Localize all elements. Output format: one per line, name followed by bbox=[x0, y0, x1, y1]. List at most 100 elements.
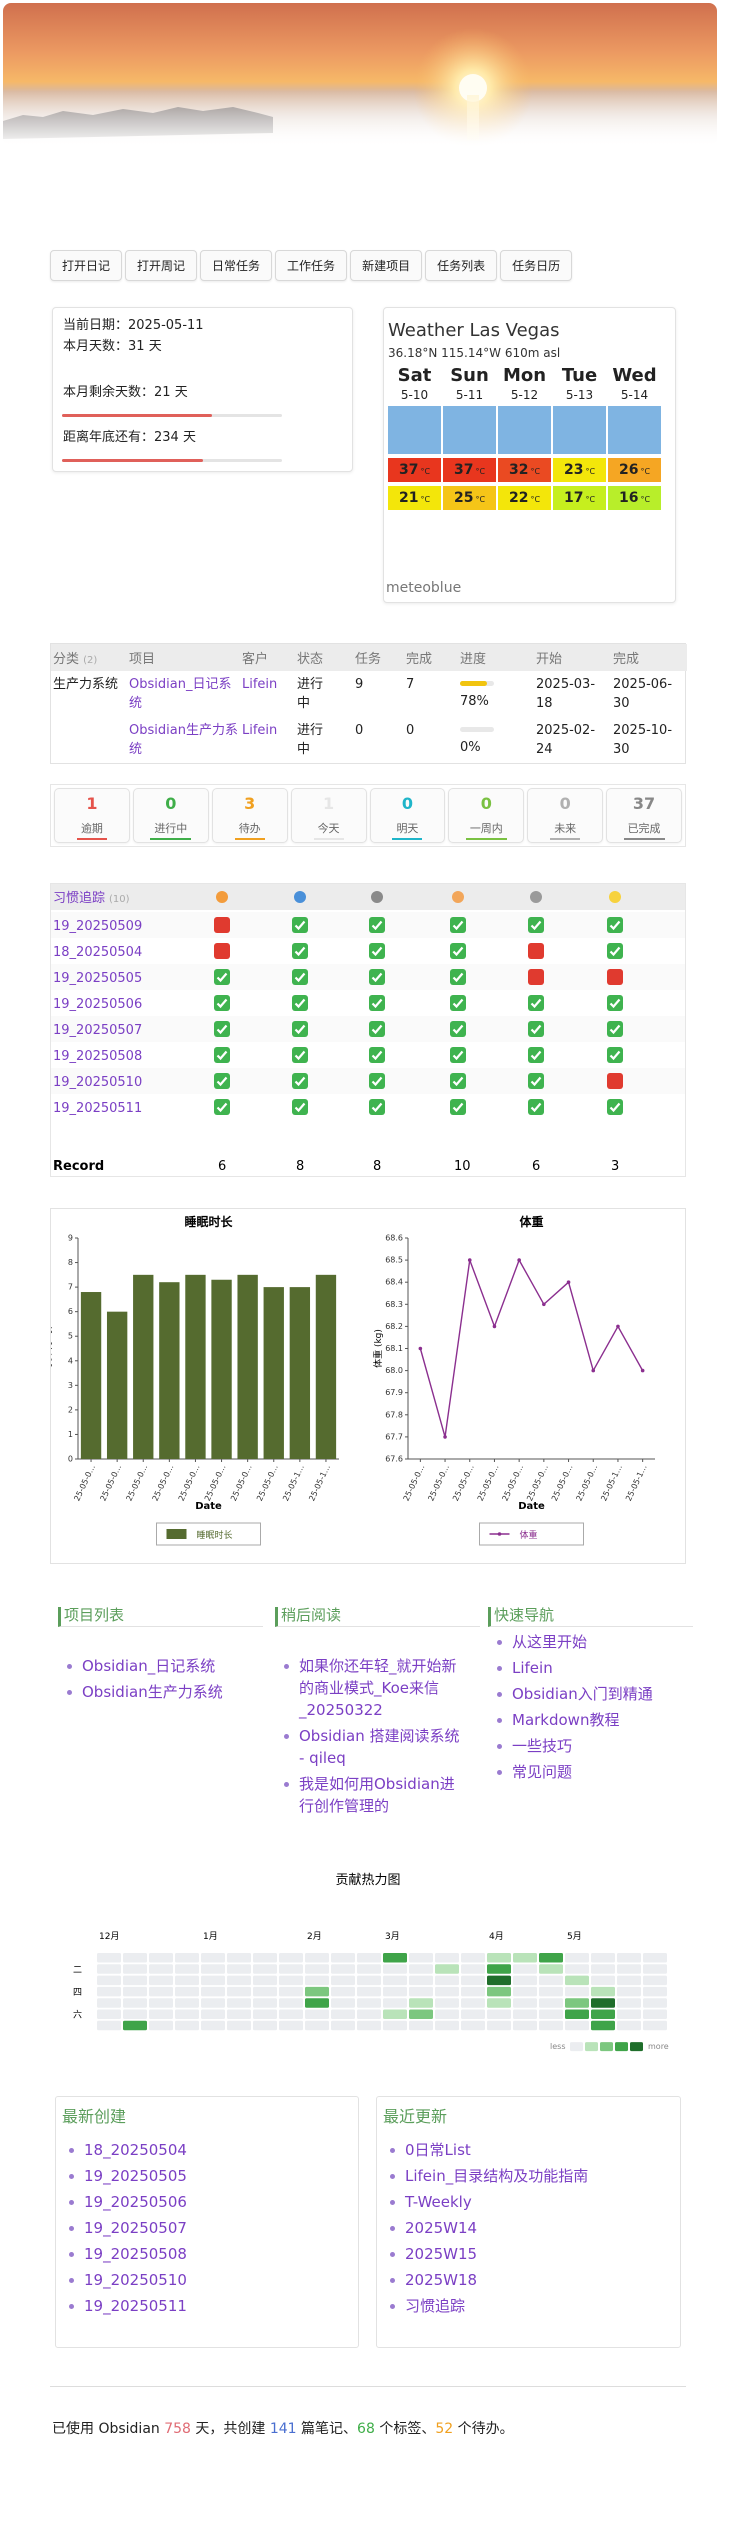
heatmap-cell bbox=[409, 1964, 433, 1974]
habit-note-link[interactable]: 19_20250506 bbox=[53, 997, 142, 1012]
nav-button[interactable]: 工作任务 bbox=[275, 250, 348, 281]
habit-done bbox=[528, 995, 544, 1011]
check-glyph bbox=[216, 1076, 228, 1087]
y-tick-label: 67.6 bbox=[385, 1455, 403, 1464]
box-header: 最新创建 bbox=[56, 2103, 358, 2127]
temp-unit: °C bbox=[530, 467, 541, 476]
task-counter[interactable]: 37 已完成 bbox=[606, 788, 682, 843]
heatmap-cell bbox=[461, 1953, 485, 1963]
habit-note-link[interactable]: 19_20250507 bbox=[53, 1023, 142, 1038]
task-counter[interactable]: 0 明天 bbox=[369, 788, 446, 843]
note-link[interactable]: 19_20250506 bbox=[60, 2191, 358, 2213]
client-link[interactable]: Lifein bbox=[242, 677, 278, 692]
note-link[interactable]: T-Weekly bbox=[381, 2191, 680, 2213]
cell: 0 bbox=[353, 717, 404, 763]
temp-high: 37 °C bbox=[388, 458, 441, 482]
heatmap-cell bbox=[565, 2020, 589, 2031]
note-link[interactable]: 2025W15 bbox=[381, 2243, 680, 2265]
nav-button[interactable]: 日常任务 bbox=[200, 250, 273, 281]
note-link[interactable]: 19_20250510 bbox=[60, 2269, 358, 2291]
task-counter[interactable]: 0 进行中 bbox=[132, 788, 209, 843]
nav-button[interactable]: 新建项目 bbox=[350, 250, 423, 281]
stat-value: 52 bbox=[435, 2421, 454, 2437]
note-link[interactable]: 19_20250511 bbox=[60, 2295, 358, 2317]
note-link[interactable]: Obsidian入门到精通 bbox=[488, 1683, 693, 1705]
y-tick-label: 68.6 bbox=[385, 1234, 403, 1243]
heatmap-cell bbox=[357, 1998, 381, 2008]
heatmap-cell bbox=[97, 1998, 121, 2008]
task-counter[interactable]: 1 今天 bbox=[290, 788, 367, 843]
note-link[interactable]: 2025W18 bbox=[381, 2269, 680, 2291]
point bbox=[640, 1368, 645, 1373]
habit-note-link[interactable]: 19_20250509 bbox=[53, 919, 142, 934]
weather-day: Sat 5-10 37 °C 21 °C bbox=[388, 365, 441, 510]
cell: 2025-10-30 bbox=[611, 717, 687, 763]
heatmap-cell bbox=[149, 2020, 173, 2031]
note-link[interactable]: 从这里开始 bbox=[488, 1631, 693, 1653]
temp-value: 16 bbox=[618, 490, 639, 506]
x-axis-label: Date bbox=[195, 1501, 222, 1512]
note-link[interactable]: Lifein_目录结构及功能指南 bbox=[381, 2165, 680, 2187]
nav-button[interactable]: 任务列表 bbox=[425, 250, 498, 281]
note-link[interactable]: Lifein bbox=[488, 1657, 693, 1679]
note-link[interactable]: 一些技巧 bbox=[488, 1735, 693, 1757]
note-link[interactable]: 习惯追踪 bbox=[381, 2295, 680, 2317]
nav-button[interactable]: 打开周记 bbox=[125, 250, 198, 281]
column-header: 状态 bbox=[295, 644, 353, 671]
note-link[interactable]: 2025W14 bbox=[381, 2217, 680, 2239]
project-link[interactable]: Obsidian_日记系统 bbox=[129, 677, 232, 711]
counter-value: 1 bbox=[86, 794, 98, 813]
row-bg bbox=[51, 964, 685, 990]
note-link[interactable]: 0日常List bbox=[381, 2139, 680, 2161]
check-glyph bbox=[530, 1076, 542, 1087]
note-link[interactable]: Obsidian生产力系统 bbox=[58, 1681, 263, 1703]
check-glyph bbox=[530, 1050, 542, 1061]
note-link[interactable]: 19_20250508 bbox=[60, 2243, 358, 2265]
habit-title[interactable]: 习惯追踪 (10) bbox=[53, 890, 130, 906]
weather-credit[interactable]: meteoblue bbox=[386, 580, 462, 596]
stat-value: 68 bbox=[357, 2421, 375, 2437]
heatmap-cell bbox=[175, 2020, 199, 2031]
heatmap-cell bbox=[279, 1986, 303, 1997]
heatmap-cell bbox=[123, 2009, 147, 2019]
habit-note-link[interactable]: 19_20250511 bbox=[53, 1101, 142, 1116]
bar bbox=[211, 1279, 232, 1459]
legend-swatch bbox=[615, 2042, 628, 2052]
note-link[interactable]: 18_20250504 bbox=[60, 2139, 358, 2161]
note-link[interactable]: 19_20250505 bbox=[60, 2165, 358, 2187]
project-link[interactable]: Obsidian生产力系统 bbox=[129, 723, 238, 757]
habit-tracker: 习惯追踪 (10) 19_20250509 18_20250504 19_2025050… bbox=[50, 883, 686, 1177]
note-list: 18_20250504 19_20250505 19_20250506 19_2025… bbox=[60, 2139, 358, 2317]
task-counter[interactable]: 0 一周内 bbox=[448, 788, 525, 843]
habit-note-link[interactable]: 19_20250505 bbox=[53, 971, 142, 986]
habit-note-link[interactable]: 19_20250508 bbox=[53, 1049, 142, 1064]
note-link[interactable]: 19_20250507 bbox=[60, 2217, 358, 2239]
note-link[interactable]: 常见问题 bbox=[488, 1761, 693, 1783]
heatmap-cell bbox=[617, 1986, 641, 1997]
task-counter[interactable]: 0 未来 bbox=[527, 788, 604, 843]
habit-note-link[interactable]: 19_20250510 bbox=[53, 1075, 142, 1090]
habit-note-link[interactable]: 18_20250504 bbox=[53, 945, 142, 960]
check-glyph bbox=[452, 972, 464, 983]
heatmap-cell bbox=[565, 1998, 589, 2008]
nav-button[interactable]: 打开日记 bbox=[50, 250, 123, 281]
task-counter[interactable]: 3 待办 bbox=[211, 788, 288, 843]
heatmap-cell bbox=[383, 1986, 407, 1997]
note-link[interactable]: Obsidian_日记系统 bbox=[58, 1655, 263, 1677]
note-link[interactable]: Markdown教程 bbox=[488, 1709, 693, 1731]
note-link[interactable]: 如果你还年轻_就开始新的商业模式_Koe来信_20250322 bbox=[275, 1655, 469, 1721]
cell: Obsidian_日记系统 bbox=[127, 671, 240, 717]
y-tick-label: 4 bbox=[68, 1356, 73, 1365]
heatmap-cell bbox=[175, 1998, 199, 2008]
check-glyph bbox=[371, 1076, 383, 1087]
note-link[interactable]: 我是如何用Obsidian进行创作管理的 bbox=[275, 1773, 469, 1817]
legend-swatch bbox=[585, 2042, 598, 2052]
note-link[interactable]: Obsidian 搭建阅读系统 - qileq bbox=[275, 1725, 469, 1769]
heatmap-cell bbox=[279, 1953, 303, 1963]
client-link[interactable]: Lifein bbox=[242, 723, 278, 738]
month-label: 1月 bbox=[203, 1931, 218, 1942]
heatmap-cell bbox=[435, 2009, 459, 2019]
nav-button[interactable]: 任务日历 bbox=[500, 250, 573, 281]
progress-fill bbox=[62, 414, 212, 417]
task-counter[interactable]: 1 逾期 bbox=[54, 788, 130, 843]
